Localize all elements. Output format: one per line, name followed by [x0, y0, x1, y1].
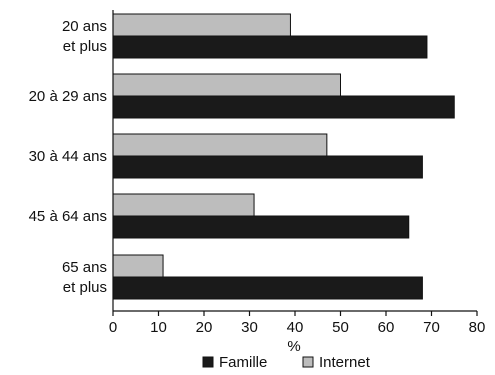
bar-internet-1: [112, 73, 341, 97]
category-labels: 20 ans et plus 20 à 29 ans 30 à 44 ans 45 à …: [29, 18, 107, 296]
bar-internet-2: [112, 133, 328, 157]
legend: Famille Internet: [202, 354, 371, 371]
x-tick-label-20: 20: [196, 319, 213, 336]
x-axis-title: %: [287, 338, 300, 355]
bar-famille-1: [112, 95, 455, 119]
category-label-0-line-1: et plus: [63, 38, 107, 55]
bar-famille-4: [112, 276, 423, 300]
legend-label-famille: Famille: [219, 354, 267, 371]
bar-famille-0: [112, 35, 428, 59]
bar-famille-3: [112, 215, 410, 239]
x-tick-label-60: 60: [378, 319, 395, 336]
category-label-4-line-0: 65 ans: [62, 259, 107, 276]
bars-group: [112, 13, 455, 300]
x-axis: 0 10 20 30 40 50 60 70 80: [109, 10, 486, 336]
x-tick-label-50: 50: [332, 319, 349, 336]
category-label-4-line-1: et plus: [63, 279, 107, 296]
x-tick-label-0: 0: [109, 319, 117, 336]
bar-internet-3: [112, 193, 255, 217]
bar-famille-2: [112, 155, 423, 179]
legend-swatch-famille: [202, 356, 214, 368]
category-label-2-line-0: 30 à 44 ans: [29, 148, 107, 165]
legend-swatch-internet: [302, 356, 314, 368]
x-tick-label-10: 10: [150, 319, 167, 336]
bar-internet-0: [112, 13, 291, 37]
x-tick-label-70: 70: [423, 319, 440, 336]
category-label-0-line-0: 20 ans: [62, 18, 107, 35]
category-label-1-line-0: 20 à 29 ans: [29, 88, 107, 105]
x-tick-label-80: 80: [469, 319, 486, 336]
x-tick-label-40: 40: [287, 319, 304, 336]
bar-internet-4: [112, 254, 164, 278]
x-tick-label-30: 30: [241, 319, 258, 336]
legend-label-internet: Internet: [319, 354, 371, 371]
category-label-3-line-0: 45 à 64 ans: [29, 208, 107, 225]
